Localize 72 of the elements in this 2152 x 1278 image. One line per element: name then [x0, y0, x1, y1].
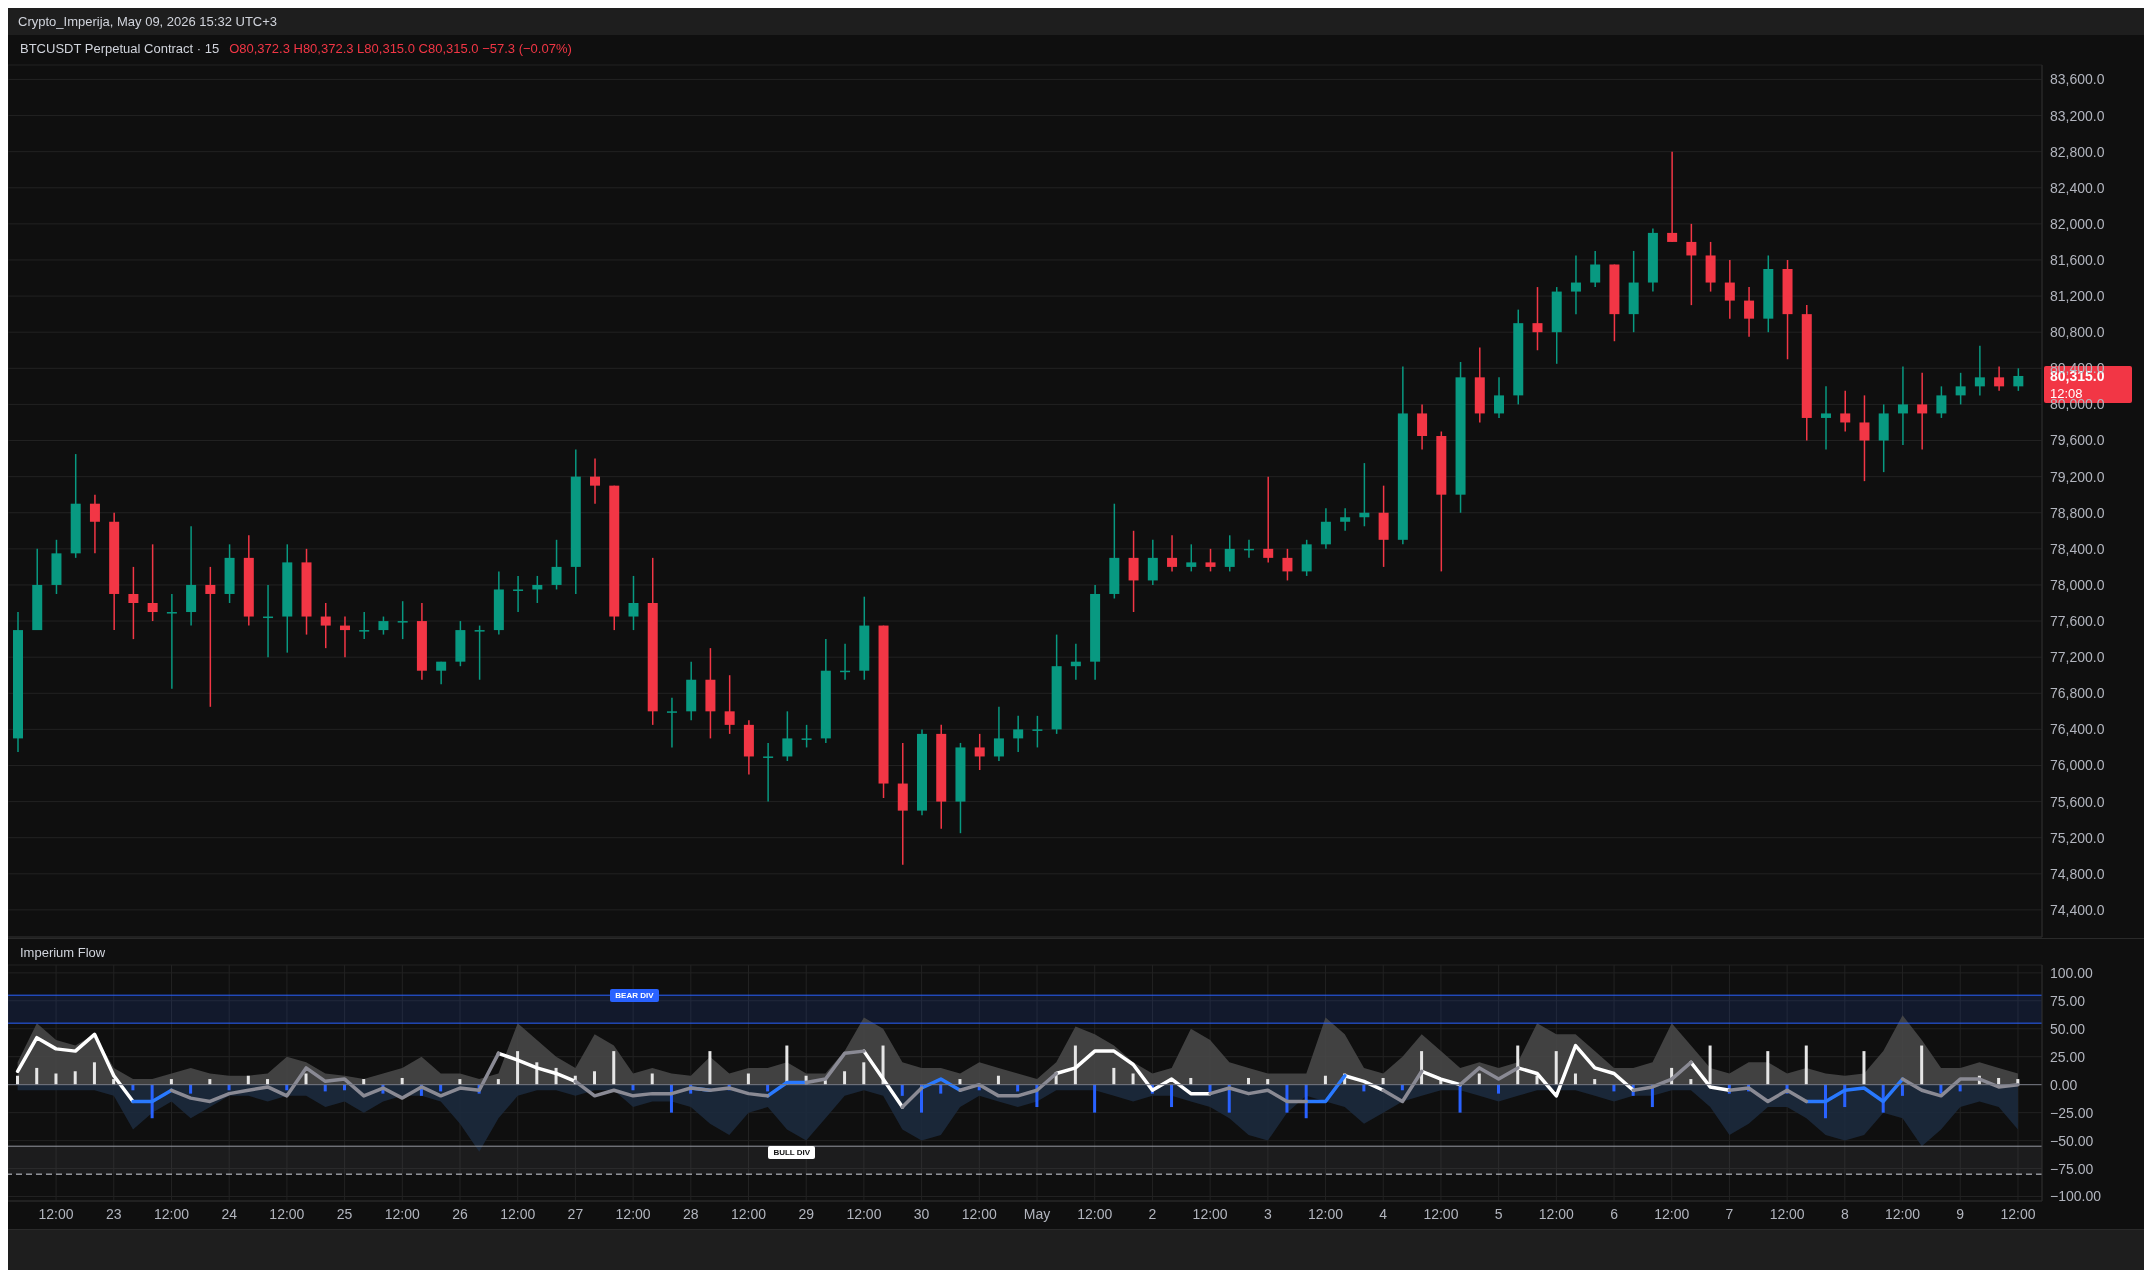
x-tick-label: 8: [1840, 1205, 1849, 1222]
x-tick-label: 12:00: [1077, 1205, 1113, 1222]
chart-subtitle: O80,372.3 H80,372.3 L80,315.0 C80,315.0 −57.3 (−0.07%): [229, 41, 572, 56]
y-tick-label: 80,800.0: [2050, 324, 2105, 341]
y-tick-label: −25.00: [2050, 1104, 2094, 1121]
y-tick-label: 74,800.0: [2050, 865, 2105, 882]
y-tick-label: 83,600.0: [2050, 71, 2105, 88]
y-tick-label: 82,000.0: [2050, 215, 2105, 232]
y-tick-label: 78,400.0: [2050, 540, 2105, 557]
x-tick-label: 6: [1610, 1205, 1619, 1222]
chart-title: BTCUSDT Perpetual Contract · 15: [20, 41, 220, 56]
annotation: BEAR DIV: [610, 989, 659, 1002]
x-tick-label: 12:00: [961, 1205, 998, 1222]
y-tick-label: 74,400.0: [2050, 901, 2105, 918]
y-tick-label: 75,600.0: [2050, 793, 2105, 810]
x-tick-label: 12:00: [730, 1205, 767, 1222]
x-tick-label: 12:00: [615, 1205, 651, 1222]
x-tick-label: May: [1023, 1205, 1051, 1222]
y-tick-label: 50.00: [2050, 1020, 2086, 1037]
x-tick-label: 12:00: [846, 1205, 882, 1222]
y-tick-label: 82,800.0: [2050, 143, 2105, 160]
y-tick-label: 77,200.0: [2050, 649, 2105, 666]
y-tick-label: 79,600.0: [2050, 432, 2105, 449]
x-tick-label: 27: [567, 1205, 584, 1222]
y-tick-label: 79,200.0: [2050, 468, 2105, 485]
x-tick-label: 7: [1725, 1205, 1734, 1222]
y-tick-label: −75.00: [2050, 1160, 2094, 1177]
x-tick-label: 12:00: [269, 1205, 305, 1222]
y-tick-label: 75,200.0: [2050, 829, 2105, 846]
x-tick-label: 28: [683, 1205, 699, 1222]
y-tick-label: −50.00: [2050, 1132, 2094, 1149]
x-tick-label: 12:00: [153, 1205, 190, 1222]
y-tick-label: 82,400.0: [2050, 179, 2105, 196]
x-tick-label: 12:00: [1423, 1205, 1459, 1222]
x-tick-label: 5: [1494, 1205, 1503, 1222]
x-tick-label: 12:00: [1769, 1205, 1805, 1222]
y-tick-label: 75.00: [2050, 992, 2086, 1009]
y-tick-label: 0.00: [2050, 1076, 2078, 1093]
x-tick-label: 12:00: [384, 1205, 421, 1222]
x-tick-label: 3: [1263, 1205, 1272, 1222]
y-tick-label: 83,200.0: [2050, 107, 2105, 124]
x-tick-label: 12:00: [1885, 1205, 1921, 1222]
x-tick-label: 4: [1379, 1205, 1388, 1222]
y-tick-label: 25.00: [2050, 1048, 2086, 1065]
y-tick-label: 76,000.0: [2050, 757, 2105, 774]
annotation: BULL DIV: [768, 1146, 816, 1159]
chart-title: Imperium Flow: [20, 945, 106, 960]
y-tick-label: −100.00: [2050, 1188, 2102, 1205]
x-tick-label: 12:00: [500, 1205, 536, 1222]
x-tick-label: 30: [913, 1205, 930, 1222]
x-tick-label: 9: [1956, 1205, 1965, 1222]
y-tick-label: 78,800.0: [2050, 504, 2105, 521]
x-tick-label: 24: [221, 1205, 238, 1222]
y-tick-label: 77,600.0: [2050, 613, 2105, 630]
y-tick-label: 78,000.0: [2050, 576, 2105, 593]
x-tick-label: 12:00: [1654, 1205, 1690, 1222]
x-tick-label: 12:00: [2000, 1205, 2036, 1222]
y-tick-label: 100.00: [2050, 964, 2094, 981]
x-tick-label: 12:00: [38, 1205, 74, 1222]
x-tick-label: 25: [336, 1205, 353, 1222]
y-tick-label: 76,400.0: [2050, 721, 2105, 738]
y-tick-label: 76,800.0: [2050, 685, 2105, 702]
x-tick-label: 29: [798, 1205, 815, 1222]
text: Crypto_Imperija, May 09, 2026 15:32 UTC+3: [17, 13, 279, 31]
x-tick-label: 12:00: [1538, 1205, 1575, 1222]
x-tick-label: 12:00: [1192, 1205, 1228, 1222]
x-tick-label: 23: [106, 1205, 122, 1222]
y-tick-label: 81,200.0: [2050, 288, 2105, 305]
y-tick-label: 81,600.0: [2050, 251, 2105, 268]
x-tick-label: 26: [452, 1205, 468, 1222]
x-tick-label: 2: [1148, 1205, 1157, 1222]
x-tick-label: 12:00: [1308, 1205, 1344, 1222]
